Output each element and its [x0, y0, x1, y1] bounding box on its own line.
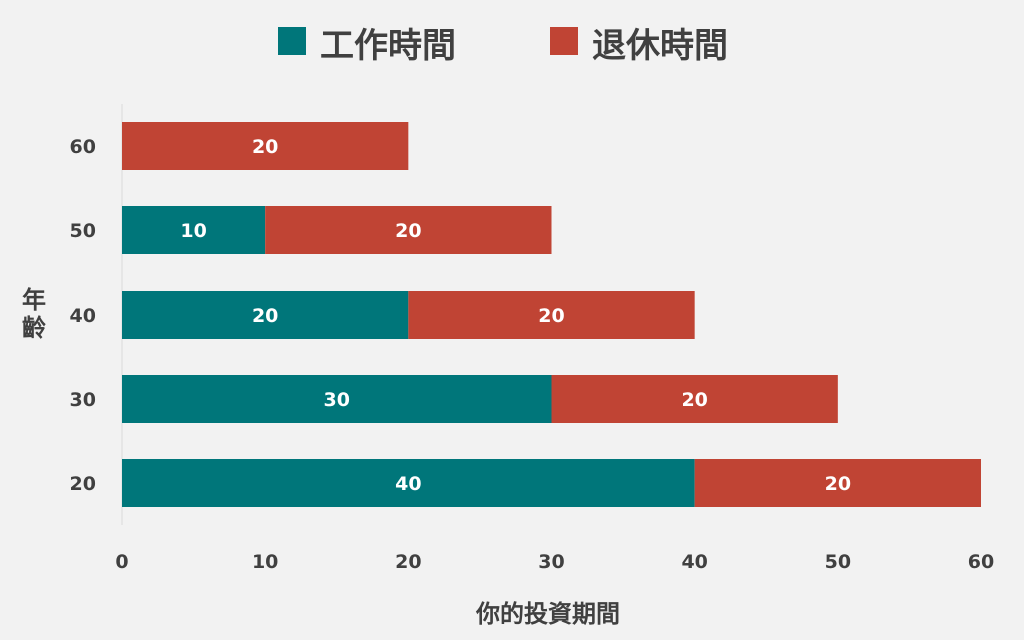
- bar-work-age-30: [122, 375, 552, 423]
- bar-retire-age-40: [408, 291, 695, 339]
- x-tick-label: 10: [252, 551, 278, 573]
- x-tick-label: 0: [115, 551, 128, 573]
- x-axis-ticks: 0 10 20 30 40 50 60: [115, 551, 994, 573]
- x-tick-label: 40: [681, 551, 707, 573]
- bar-work-age-20: [122, 459, 695, 507]
- y-tick-label: 40: [70, 305, 96, 327]
- x-tick-label: 60: [968, 551, 994, 573]
- bar-retire-age-60: [122, 122, 409, 170]
- y-tick-label: 60: [70, 136, 96, 158]
- data-label-work-age-30: 30: [324, 389, 350, 411]
- x-tick-label: 30: [538, 551, 564, 573]
- bar-retire-age-20: [694, 459, 981, 507]
- data-label-retire-age-20: 20: [825, 473, 851, 495]
- data-label-work-age-50: 10: [180, 220, 206, 242]
- x-tick-label: 20: [395, 551, 421, 573]
- bar-retire-age-30: [551, 375, 838, 423]
- data-label-retire-age-50: 20: [395, 220, 421, 242]
- data-label-work-age-40: 20: [252, 305, 278, 327]
- y-axis-title: 年齡: [22, 286, 46, 342]
- x-axis-title: 你的投資期間: [475, 600, 620, 628]
- y-axis-ticks: 20 30 40 50 60: [70, 136, 96, 495]
- legend-swatch-retire: [550, 27, 578, 55]
- data-label-retire-age-40: 20: [538, 305, 564, 327]
- data-label-work-age-20: 40: [395, 473, 421, 495]
- legend-label-work: 工作時間: [320, 26, 456, 66]
- legend-label-retire: 退休時間: [592, 26, 728, 66]
- y-tick-label: 50: [70, 220, 96, 242]
- legend: 工作時間 退休時間: [278, 26, 728, 66]
- legend-swatch-work: [278, 27, 306, 55]
- bar-retire-age-50: [265, 206, 552, 254]
- bars: 40 20 30 20 20 20 10 20 20: [122, 122, 981, 507]
- data-label-retire-age-60: 20: [252, 136, 278, 158]
- x-tick-label: 50: [825, 551, 851, 573]
- y-tick-label: 30: [70, 389, 96, 411]
- data-label-retire-age-30: 20: [681, 389, 707, 411]
- bar-work-age-50: [122, 206, 266, 254]
- bar-work-age-40: [122, 291, 409, 339]
- y-tick-label: 20: [70, 473, 96, 495]
